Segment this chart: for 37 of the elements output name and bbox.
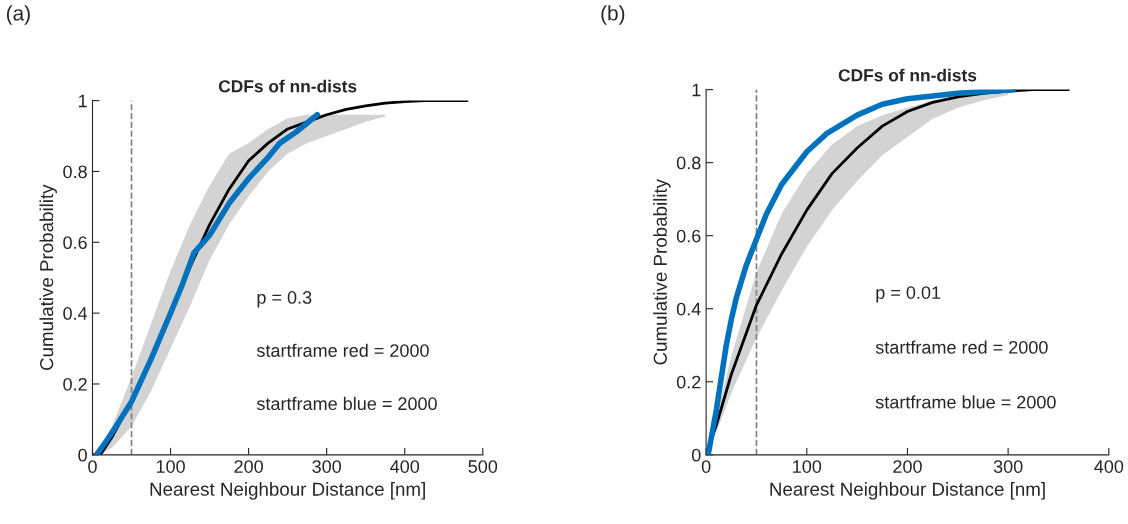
x-tick-label: 400 [1094, 460, 1124, 473]
annotation: startframe red = 2000 [875, 340, 1048, 354]
annotation: startframe red = 2000 [256, 343, 429, 357]
y-tick-label: 1 [78, 94, 87, 108]
y-tick-label: 0.2 [676, 375, 701, 389]
y-tick-label: 0.6 [63, 236, 87, 250]
y-tick-label: 1 [692, 83, 701, 97]
text: (a) [6, 5, 30, 25]
y-tick-label: 0 [78, 448, 87, 462]
chart-title: CDFs of nn-dists [218, 79, 357, 93]
y-tick-label: 0 [691, 448, 701, 462]
text: (b) [601, 5, 625, 25]
chart-title: CDFs of nn-dists [838, 68, 977, 82]
y-tick-label: 0.8 [63, 165, 87, 179]
annotation: startframe blue = 2000 [875, 395, 1056, 409]
y-tick-label: 0.4 [676, 302, 701, 316]
x-tick-label: 400 [390, 460, 420, 473]
x-tick-label: 0 [88, 460, 97, 473]
y-axis-title: Cumulative Probability [653, 178, 671, 365]
annotation: p = 0.01 [876, 286, 941, 303]
x-axis-title: Nearest Neighbour Distance [nm] [770, 482, 1045, 500]
annotation: p = 0.3 [257, 291, 312, 308]
x-tick-label: 200 [893, 460, 922, 473]
x-tick-label: 200 [234, 460, 263, 473]
x-tick-label: 300 [312, 460, 342, 473]
y-tick-label: 0.6 [676, 229, 701, 243]
y-tick-label: 0.2 [63, 377, 87, 391]
y-tick-label: 0.8 [676, 156, 701, 170]
x-axis-title: Nearest Neighbour Distance [nm] [150, 482, 425, 500]
y-axis-title: Cumulative Probability [39, 184, 57, 371]
x-tick-label: 500 [468, 460, 498, 473]
x-tick-label: 100 [793, 460, 822, 473]
annotation: startframe blue = 2000 [256, 396, 437, 411]
x-tick-label: 100 [156, 460, 185, 473]
y-tick-label: 0.4 [63, 307, 88, 320]
x-tick-label: 300 [993, 460, 1023, 473]
x-tick-label: 0 [701, 460, 711, 473]
